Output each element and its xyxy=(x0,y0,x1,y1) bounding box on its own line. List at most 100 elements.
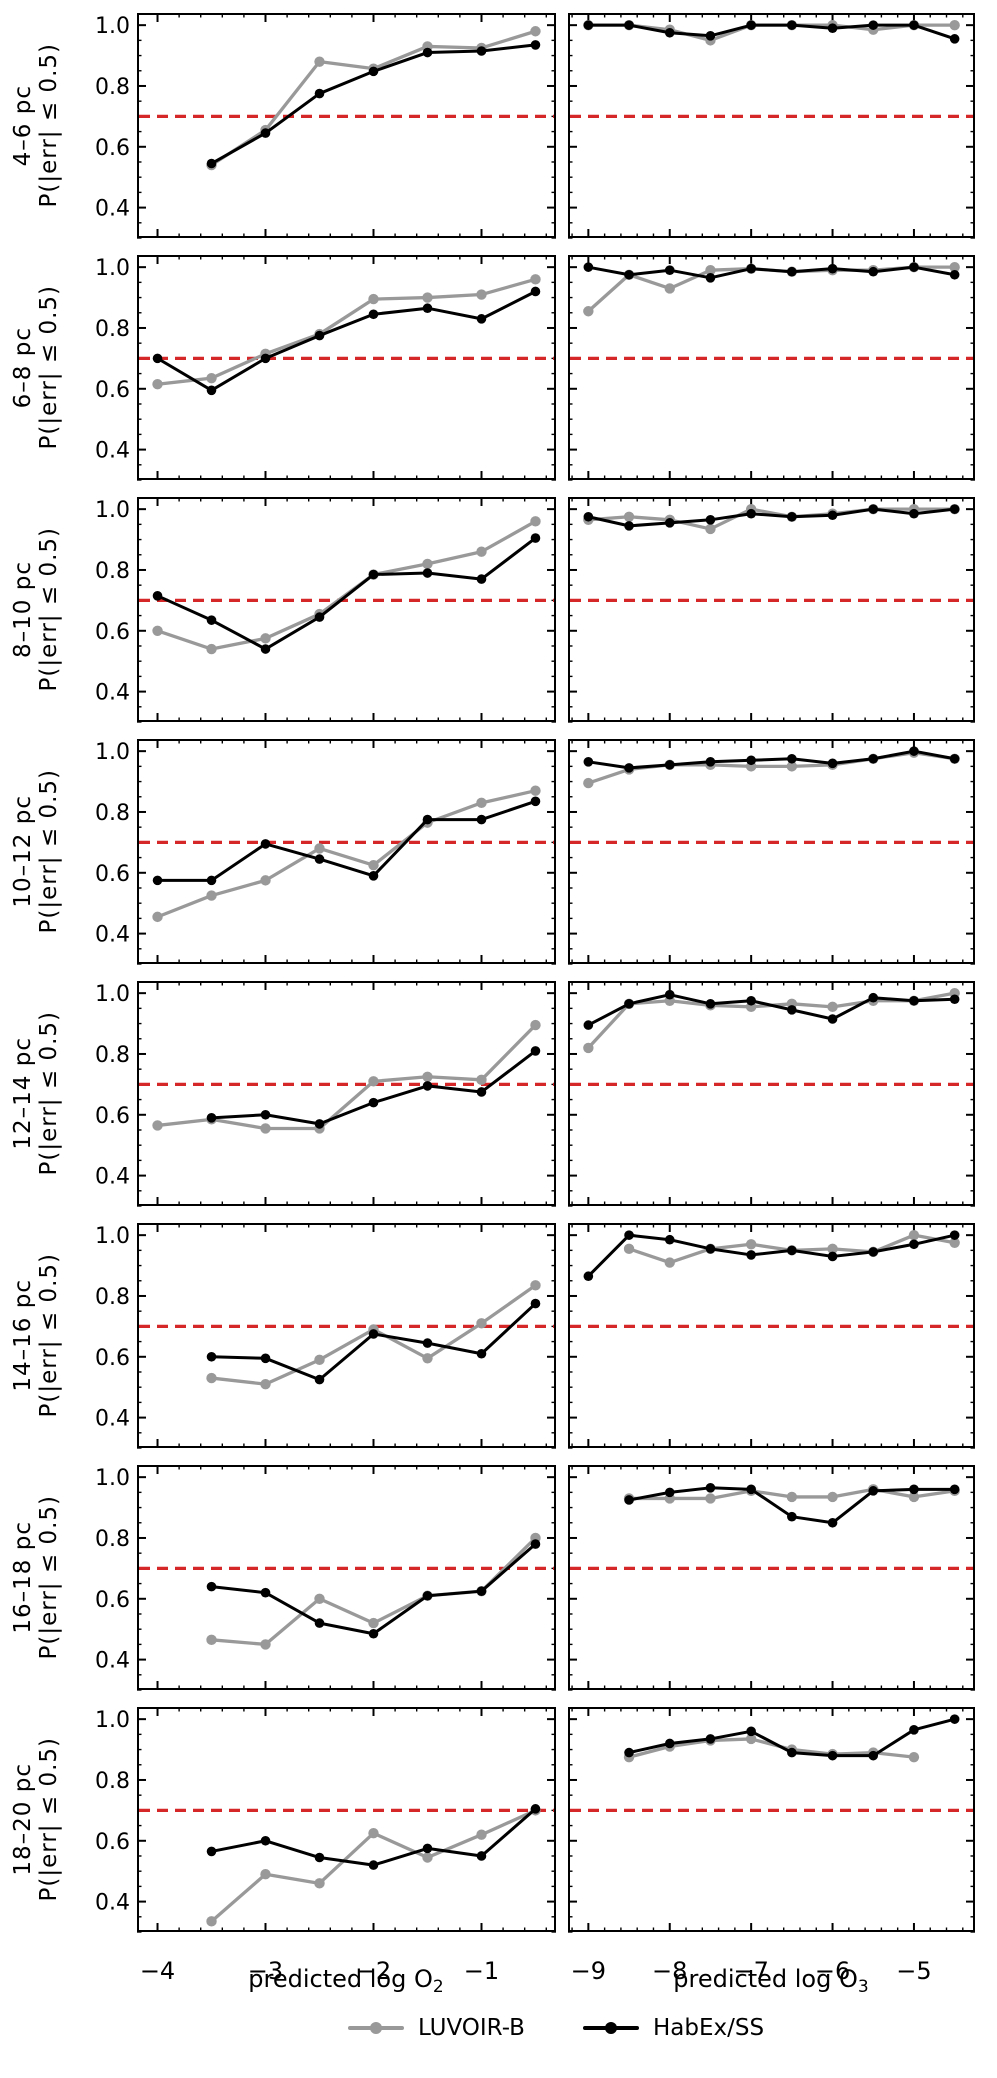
series-line-luvoir xyxy=(157,1023,537,1131)
panel-border xyxy=(568,739,975,964)
data-point-habex xyxy=(827,758,838,769)
data-point-luvoir xyxy=(530,785,541,796)
data-point-habex xyxy=(368,309,379,320)
data-point-habex xyxy=(314,1618,325,1628)
data-point-luvoir xyxy=(206,372,217,384)
data-point-habex xyxy=(314,1119,325,1129)
series-line-habex xyxy=(587,1233,955,1278)
data-point-habex xyxy=(868,992,879,1003)
data-point-habex xyxy=(705,999,716,1009)
data-point-habex xyxy=(368,569,379,580)
data-point-luvoir xyxy=(368,1617,379,1629)
y-axis-label: P(|err| ≤ 0.5) xyxy=(36,285,63,450)
data-point-habex xyxy=(260,644,271,654)
data-point-habex xyxy=(949,1484,960,1495)
x-tick-label: −3 xyxy=(248,1957,283,1985)
panel-border xyxy=(137,981,556,1206)
data-point-luvoir xyxy=(206,1916,217,1927)
y-tick-label: 0.6 xyxy=(95,1830,130,1855)
data-point-habex xyxy=(868,1486,879,1496)
y-tick-label: 0.8 xyxy=(95,1043,130,1068)
legend-swatch-luvoir xyxy=(347,2022,404,2034)
data-point-luvoir xyxy=(152,625,163,636)
y-tick-label: 0.4 xyxy=(95,439,130,464)
y-tick-label: 1.0 xyxy=(95,740,130,765)
y-tick-label: 0.4 xyxy=(95,1891,130,1916)
panel-border xyxy=(137,1707,556,1932)
row-label-text: 4–6 pc xyxy=(10,84,36,167)
panel-border xyxy=(568,13,975,238)
data-point-habex xyxy=(787,1747,797,1758)
data-point-habex xyxy=(868,1247,879,1257)
panel-border xyxy=(137,739,556,964)
data-point-luvoir xyxy=(260,1123,271,1134)
data-point-habex xyxy=(260,353,271,364)
data-point-luvoir xyxy=(664,283,675,294)
data-point-luvoir xyxy=(705,265,716,276)
data-point-habex xyxy=(583,262,594,272)
legend-label-luvoir: LUVOIR-B xyxy=(417,2015,525,2041)
panel xyxy=(568,739,975,965)
chart-row-3: 0.4 0.6 0.8 1.0 xyxy=(95,739,975,965)
panel xyxy=(568,13,975,239)
legend-marker-habex xyxy=(604,2022,617,2034)
chart-row-2: 0.4 0.6 0.8 1.0 xyxy=(95,497,975,723)
data-point-luvoir xyxy=(260,1869,271,1880)
data-point-habex xyxy=(206,385,217,396)
data-point-habex xyxy=(314,854,325,864)
y-tick-label: 1.0 xyxy=(95,498,130,523)
data-point-habex xyxy=(787,511,797,522)
data-point-luvoir xyxy=(530,274,541,285)
data-point-habex xyxy=(314,88,325,99)
data-point-luvoir xyxy=(314,1354,325,1366)
y-tick-label: 0.6 xyxy=(95,862,130,887)
data-point-habex xyxy=(152,591,163,601)
data-point-luvoir xyxy=(530,1019,541,1031)
data-point-habex xyxy=(583,1271,594,1282)
data-point-habex xyxy=(868,20,879,30)
data-point-habex xyxy=(476,1348,487,1359)
data-point-luvoir xyxy=(152,379,163,390)
x-tick-label: −4 xyxy=(140,1957,175,1985)
data-point-luvoir xyxy=(206,890,217,901)
data-point-luvoir xyxy=(206,1372,217,1384)
data-point-luvoir xyxy=(583,777,594,789)
panel-border xyxy=(137,1223,556,1448)
y-tick-label: 1.0 xyxy=(95,256,130,281)
data-point-habex xyxy=(624,1495,634,1505)
data-point-habex xyxy=(422,1338,433,1348)
data-point-habex xyxy=(746,20,756,30)
data-point-luvoir xyxy=(705,1493,716,1504)
data-point-luvoir xyxy=(664,1257,675,1268)
data-point-habex xyxy=(868,504,879,514)
row-label-10-12: 10–12 pc P(|err| ≤ 0.5) xyxy=(10,739,94,964)
series-line-luvoir xyxy=(588,507,955,531)
data-point-habex xyxy=(624,763,634,773)
data-point-habex xyxy=(705,31,716,41)
legend-marker-luvoir xyxy=(369,2022,382,2034)
data-point-habex xyxy=(909,1725,919,1735)
data-point-luvoir xyxy=(368,1827,379,1839)
data-point-habex xyxy=(368,1097,379,1108)
data-point-luvoir xyxy=(949,261,960,273)
data-point-luvoir xyxy=(152,1120,163,1131)
data-point-habex xyxy=(705,757,716,767)
series-line-habex xyxy=(156,290,537,392)
data-point-habex xyxy=(422,814,433,825)
data-point-habex xyxy=(206,1113,217,1123)
data-point-habex xyxy=(476,314,487,324)
y-tick-label: 0.8 xyxy=(95,801,130,826)
chart-row-0: 0.4 0.6 0.8 1.0 xyxy=(95,13,975,239)
data-point-luvoir xyxy=(476,797,487,809)
series-line-luvoir xyxy=(628,1737,915,1759)
chart-row-7: 0.4 0.6 0.8 1.0 xyxy=(95,1707,975,1933)
data-point-habex xyxy=(664,265,675,276)
data-point-habex xyxy=(827,510,838,521)
data-point-habex xyxy=(206,158,217,169)
data-point-luvoir xyxy=(827,1001,838,1013)
data-point-habex xyxy=(746,1484,756,1495)
chart-row-6: 0.4 0.6 0.8 1.0 xyxy=(95,1465,975,1691)
series-line-luvoir xyxy=(157,277,536,386)
x-axis-label-o3: predicted log O3 xyxy=(561,1965,981,1997)
data-point-luvoir xyxy=(422,558,433,570)
